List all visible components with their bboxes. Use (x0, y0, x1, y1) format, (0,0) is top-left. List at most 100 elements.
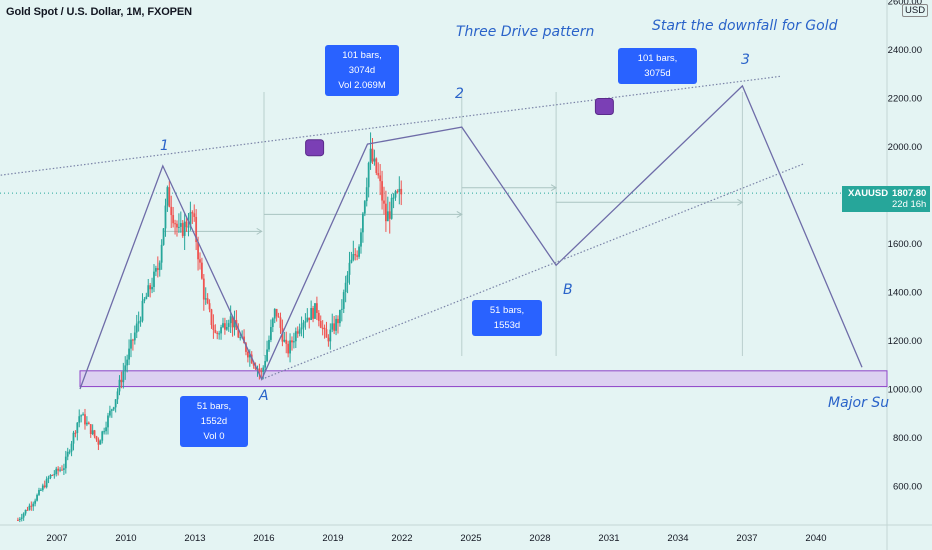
candle-body (74, 432, 77, 434)
candle-body (373, 158, 376, 162)
candle-body (273, 308, 276, 319)
candle-body (164, 205, 167, 229)
candle-body (174, 223, 176, 225)
candle-body (227, 323, 230, 327)
y-tick-label: 2600.00 (888, 0, 922, 8)
candle-body (80, 415, 83, 417)
candle-body (143, 299, 146, 301)
candle-body (344, 282, 347, 293)
price-tag[interactable]: XAUUSD 1807.80 22d 16h (842, 186, 930, 212)
y-tick-label: 1200.00 (888, 336, 922, 347)
candle-body (231, 316, 234, 328)
x-tick-label: 2034 (667, 533, 688, 544)
point-label-a: A (259, 388, 269, 404)
candle-body (178, 226, 180, 228)
y-tick-label: 1600.00 (888, 239, 922, 250)
ticker-symbol: XAUUSD (848, 188, 889, 199)
callout-text: 51 bars, 1552d (196, 401, 232, 427)
candle-body (275, 308, 278, 317)
x-tick-label: 2022 (391, 533, 412, 544)
callout-top-right[interactable]: 101 bars, 3075d (618, 48, 697, 84)
candle-body (392, 197, 395, 199)
candle-body (170, 206, 173, 216)
callout-bottom-left[interactable]: 51 bars, 1552d Vol 0 (180, 396, 248, 447)
candle-body (114, 399, 117, 408)
x-tick-label: 2010 (115, 533, 136, 544)
ticker-price: 1807.80 (892, 188, 927, 199)
candle-body (57, 468, 60, 471)
point-label-2: 2 (455, 86, 464, 102)
symbol-title: Gold Spot / U.S. Dollar, 1M, FXOPEN (6, 6, 192, 18)
candle-body (258, 368, 261, 372)
candle-body (183, 221, 186, 236)
candle-body (371, 148, 374, 162)
candle-body (398, 188, 401, 192)
candle-body (112, 407, 115, 410)
candle-body (193, 213, 196, 217)
candle-body (82, 414, 84, 416)
candle-body (298, 329, 301, 334)
y-tick-label: 1400.00 (888, 288, 922, 299)
candle-body (189, 212, 192, 227)
candle-body (30, 505, 33, 507)
candle-body (331, 323, 334, 330)
y-tick-label: 600.00 (893, 482, 922, 493)
candle-body (118, 379, 121, 392)
candle-body (379, 175, 382, 182)
trendline-2 (261, 162, 805, 380)
candle-body (133, 332, 136, 341)
candle-body (141, 300, 144, 321)
candle-body (181, 223, 184, 236)
candle-body (321, 327, 324, 329)
candle-body (86, 422, 88, 425)
candle-body (291, 340, 293, 343)
candle-body (149, 285, 152, 290)
candle-body (377, 173, 380, 176)
candle-body (383, 200, 385, 204)
candle-body (24, 509, 27, 514)
candle-body (212, 324, 215, 330)
candle-body (135, 323, 138, 333)
candle-body (40, 489, 42, 491)
candle-body (346, 274, 349, 283)
support-zone (79, 370, 888, 388)
x-tick-label: 2025 (460, 533, 481, 544)
callout-text: Vol 0 (203, 431, 225, 442)
candle-body (32, 503, 35, 507)
candle-body (72, 432, 75, 444)
candle-body (22, 513, 25, 518)
candle-body (271, 318, 274, 328)
y-tick-label: 2000.00 (888, 142, 922, 153)
candle-body (218, 333, 221, 335)
candle-body (124, 365, 127, 372)
x-tick-label: 2016 (253, 533, 274, 544)
candle-body (107, 415, 109, 428)
candle-body (385, 203, 387, 222)
candle-body (337, 318, 339, 324)
callout-top-left[interactable]: 101 bars, 3074d Vol 2.069M (325, 45, 399, 96)
candle-body (63, 468, 65, 470)
candle-body (153, 271, 155, 288)
candle-body (325, 329, 328, 338)
candle-body (120, 379, 123, 383)
candle-body (386, 211, 389, 222)
candle-body (195, 216, 198, 243)
arrow-head-3 (737, 198, 744, 206)
candle-body (237, 329, 240, 338)
candle-body (61, 469, 63, 471)
candle-body (283, 339, 286, 342)
currency-badge[interactable]: USD (902, 4, 929, 17)
candle-body (185, 221, 188, 228)
y-tick-label: 1000.00 (888, 385, 922, 396)
candle-body (358, 246, 360, 257)
candle-body (210, 309, 213, 325)
callout-bottom-mid[interactable]: 51 bars, 1553d (472, 300, 542, 336)
candle-body (172, 215, 175, 224)
candle-body (176, 223, 178, 228)
candle-body (312, 308, 314, 319)
candle-body (68, 451, 71, 453)
candle-body (339, 309, 341, 324)
candle-body (76, 422, 79, 433)
candle-body (356, 255, 359, 257)
